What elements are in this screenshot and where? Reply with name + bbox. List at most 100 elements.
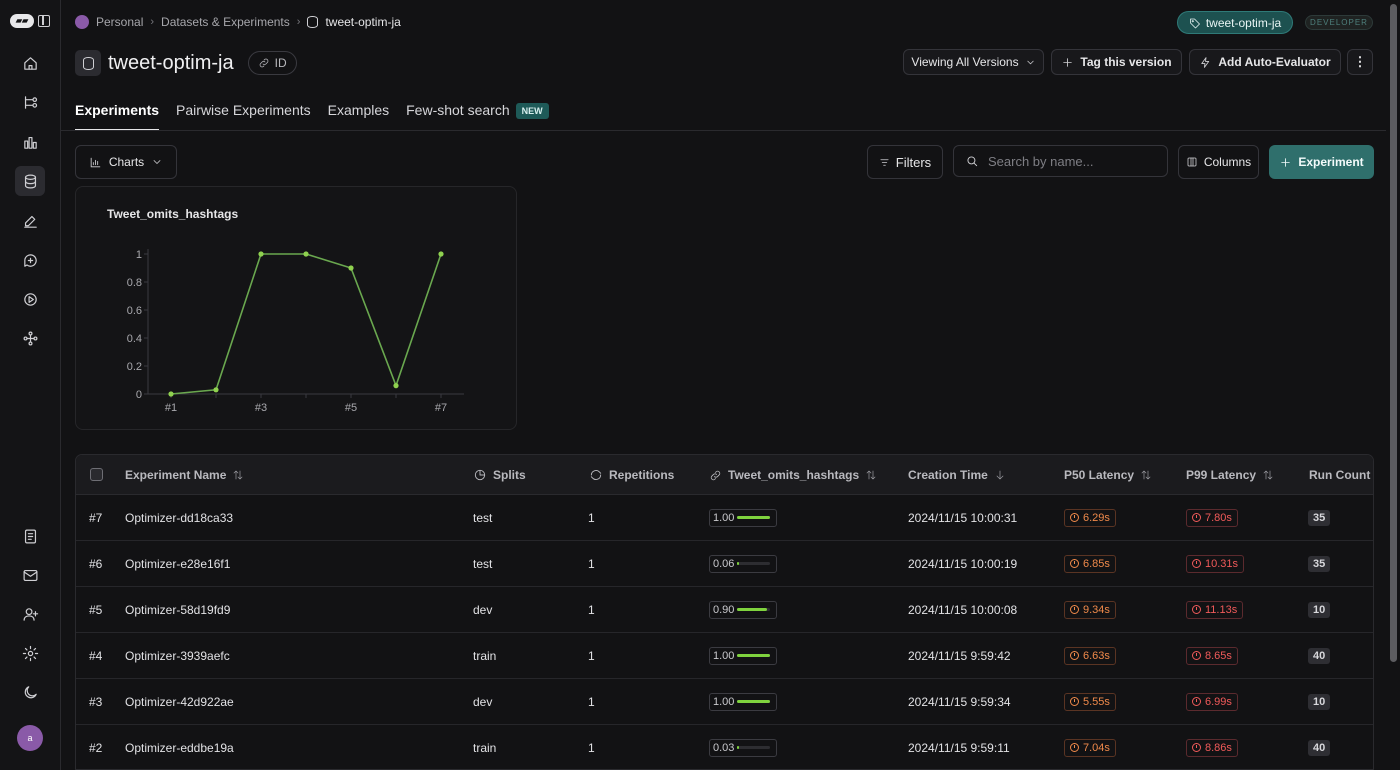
col-p99-latency[interactable]: P99 Latency — [1186, 455, 1274, 495]
clock-icon — [1192, 697, 1201, 706]
add-auto-evaluator-button[interactable]: Add Auto-Evaluator — [1189, 49, 1341, 75]
filters-button[interactable]: Filters — [867, 145, 943, 179]
clock-icon — [1070, 513, 1079, 522]
p50-cell: 5.55s — [1064, 679, 1116, 724]
score-bar — [737, 608, 771, 611]
line-chart: 0 0.2 0.4 0.6 0.8 1 #1 #3 #5 #7 — [127, 249, 464, 414]
page-header: tweet-optim-ja ID — [75, 49, 297, 77]
score-badge: 0.03 — [709, 738, 777, 757]
score-cell[interactable]: 1.00 — [709, 679, 777, 724]
score-badge: 0.90 — [709, 600, 777, 619]
projects-icon[interactable] — [15, 87, 45, 117]
scrollbar-thumb[interactable] — [1390, 4, 1397, 662]
pie-icon — [474, 469, 486, 481]
breadcrumb-section[interactable]: Datasets & Experiments — [161, 15, 290, 29]
p99-value: 10.31s — [1205, 557, 1239, 570]
clock-icon — [1192, 559, 1201, 568]
chevron-right-icon: › — [150, 16, 155, 28]
score-bar-fill — [737, 746, 739, 749]
docs-icon[interactable] — [15, 521, 45, 551]
experiment-name-link[interactable]: Optimizer-eddbe19a — [125, 740, 234, 755]
data-point — [258, 251, 264, 257]
score-cell[interactable]: 0.03 — [709, 725, 777, 769]
langsmith-logo-icon[interactable]: ▰▰ — [10, 14, 34, 28]
col-experiment-name[interactable]: Experiment Name — [125, 455, 244, 495]
tag-version-button[interactable]: Tag this version — [1051, 49, 1182, 75]
select-all-checkbox[interactable] — [90, 468, 103, 481]
home-icon[interactable] — [15, 48, 45, 78]
creation-time-value: 2024/11/15 10:00:08 — [908, 602, 1018, 617]
p99-latency-badge: 10.31s — [1186, 554, 1245, 573]
dark-mode-icon[interactable] — [15, 677, 45, 707]
tab-few-shot-search[interactable]: Few-shot search NEW — [406, 98, 549, 131]
experiment-name-link[interactable]: Optimizer-42d922ae — [125, 694, 234, 709]
creation-time-value: 2024/11/15 10:00:31 — [908, 510, 1018, 525]
deployments-icon[interactable] — [15, 323, 45, 353]
score-badge: 0.06 — [709, 554, 777, 573]
breadcrumb-workspace[interactable]: Personal — [96, 15, 144, 29]
experiment-name-link[interactable]: Optimizer-e28e16f1 — [125, 556, 231, 571]
version-select[interactable]: Viewing All Versions — [903, 49, 1044, 75]
clock-icon — [1070, 697, 1079, 706]
table-row[interactable]: #2 Optimizer-eddbe19a train 1 0.03 2024/11/15… — [76, 725, 1373, 769]
repetitions-value: 1 — [588, 510, 595, 525]
table-row[interactable]: #6 Optimizer-e28e16f1 test 1 0.06 2024/11/15 … — [76, 541, 1373, 587]
annotation-icon[interactable] — [15, 206, 45, 236]
new-experiment-label: Experiment — [1298, 155, 1364, 169]
user-avatar[interactable]: a — [17, 725, 43, 751]
p50-cell: 9.34s — [1064, 587, 1116, 632]
datasets-icon[interactable] — [15, 166, 45, 196]
x-tick-label: #3 — [255, 402, 267, 414]
more-options-button[interactable]: ⋮ — [1347, 49, 1373, 75]
tab-pairwise-experiments[interactable]: Pairwise Experiments — [176, 98, 311, 131]
p99-cell: 8.65s — [1186, 633, 1238, 678]
col-repetitions[interactable]: Repetitions — [589, 455, 674, 495]
col-tweet-omits-hashtags[interactable]: Tweet_omits_hashtags — [709, 455, 877, 495]
settings-icon[interactable] — [15, 638, 45, 668]
dashboards-icon[interactable] — [15, 127, 45, 157]
tab-experiments[interactable]: Experiments — [75, 98, 160, 131]
p50-cell: 6.85s — [1064, 541, 1116, 586]
score-cell[interactable]: 0.90 — [709, 587, 777, 632]
version-tag-pill[interactable]: tweet-optim-ja — [1177, 11, 1293, 34]
tab-examples[interactable]: Examples — [328, 98, 389, 131]
col-creation-time[interactable]: Creation Time — [908, 455, 1006, 495]
page-scrollbar[interactable] — [1388, 0, 1400, 770]
row-number: #2 — [89, 740, 103, 755]
score-cell[interactable]: 1.00 — [709, 495, 777, 540]
search-input[interactable] — [988, 153, 1158, 169]
row-number: #6 — [89, 556, 103, 571]
score-badge: 1.00 — [709, 508, 777, 527]
table-row[interactable]: #3 Optimizer-42d922ae dev 1 1.00 2024/11/15 9… — [76, 679, 1373, 725]
charts-toggle-button[interactable]: Charts — [75, 145, 177, 179]
prompts-icon[interactable] — [15, 245, 45, 275]
score-bar — [737, 516, 771, 519]
col-p50-latency[interactable]: P50 Latency — [1064, 455, 1152, 495]
sort-icon — [234, 470, 243, 480]
playground-icon[interactable] — [15, 284, 45, 314]
score-value: 1.00 — [713, 511, 735, 524]
new-experiment-button[interactable]: Experiment — [1269, 145, 1374, 179]
experiment-name-link[interactable]: Optimizer-dd18ca33 — [125, 510, 234, 525]
table-row[interactable]: #5 Optimizer-58d19fd9 dev 1 0.90 2024/11/15 1… — [76, 587, 1373, 633]
col-splits[interactable]: Splits — [473, 455, 526, 495]
col-run-count[interactable]: Run Count — [1309, 455, 1370, 495]
copy-id-button[interactable]: ID — [247, 51, 297, 75]
run-count-badge: 40 — [1308, 739, 1331, 756]
p99-latency-badge: 7.80s — [1186, 508, 1238, 527]
data-point — [213, 387, 219, 393]
table-row[interactable]: #4 Optimizer-3939aefc train 1 1.00 2024/11/15… — [76, 633, 1373, 679]
workspace-avatar — [75, 15, 89, 29]
tab-bar: Experiments Pairwise Experiments Example… — [75, 98, 549, 131]
score-cell[interactable]: 1.00 — [709, 633, 777, 678]
table-row[interactable]: #7 Optimizer-dd18ca33 test 1 1.00 2024/11/15 … — [76, 495, 1373, 541]
data-point — [168, 391, 174, 397]
score-cell[interactable]: 0.06 — [709, 541, 777, 586]
mail-icon[interactable] — [15, 560, 45, 590]
add-member-icon[interactable] — [15, 599, 45, 629]
columns-button[interactable]: Columns — [1178, 145, 1259, 179]
collapse-sidebar-icon[interactable] — [38, 15, 50, 27]
experiment-name-link[interactable]: Optimizer-3939aefc — [125, 648, 230, 663]
chevron-right-icon: › — [296, 16, 301, 28]
experiment-name-link[interactable]: Optimizer-58d19fd9 — [125, 602, 231, 617]
